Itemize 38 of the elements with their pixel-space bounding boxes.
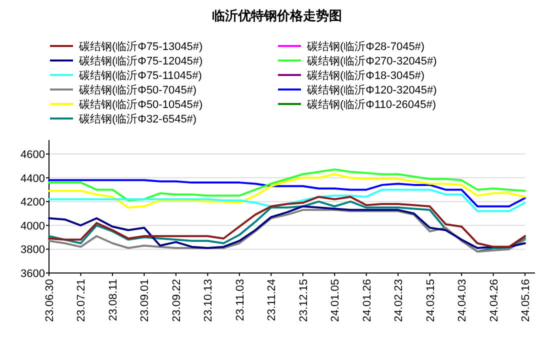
y-tick-label: 4600 (20, 149, 45, 161)
line-series (48, 173, 526, 209)
x-tick-label: 23.08.11 (107, 279, 120, 322)
line-series (48, 179, 526, 208)
x-tick-label: 24.02.23 (393, 279, 406, 322)
x-tick-label: 23.09.01 (139, 279, 152, 322)
legend-label: 碳结钢(临沂Φ110-26045#) (306, 98, 436, 111)
y-tick-label: 3600 (20, 268, 45, 280)
legend-label: 碳结钢(临沂Φ75-11045#) (78, 69, 202, 82)
legend-label: 碳结钢(临沂Φ32-6545#) (78, 112, 197, 126)
x-tick-label: 24.04.26 (488, 279, 500, 322)
x-tick-label: 23.11.24 (266, 279, 278, 322)
legend-label: 碳结钢(临沂Φ18-3045#) (306, 69, 425, 82)
chart-title: 临沂优特钢价格走势图 (212, 8, 342, 23)
line-series (48, 188, 526, 212)
legend-label: 碳结钢(临沂Φ28-7045#) (306, 40, 425, 53)
x-tick-label: 24.05.16 (520, 279, 532, 322)
legend-label: 碳结钢(临沂Φ120-32045#) (306, 84, 437, 96)
x-tick-label: 23.09.22 (170, 279, 183, 322)
x-tick-label: 23.10.13 (202, 279, 215, 322)
y-tick-label: 3800 (20, 244, 45, 256)
legend-label: 碳结钢(临沂Φ50-10545#) (78, 98, 203, 111)
line-series (48, 168, 526, 202)
x-tick-label: 23.06.30 (44, 279, 56, 322)
x-tick-label: 23.07.21 (76, 279, 88, 322)
legend-label: 碳结钢(临沂Φ50-7045#) (78, 84, 197, 96)
y-tick-label: 4400 (20, 172, 45, 185)
x-tick-label: 24.01.05 (330, 279, 342, 322)
x-tick-label: 24.04.03 (456, 279, 469, 322)
x-tick-label: 24.01.26 (361, 279, 374, 322)
legend-label: 碳结钢(临沂Φ75-13045#) (78, 40, 203, 53)
x-tick-label: 23.11.03 (234, 279, 246, 322)
y-tick-label: 4200 (20, 196, 45, 209)
x-tick-label: 23.12.15 (298, 279, 310, 322)
legend-label: 碳结钢(临沂Φ270-32045#) (306, 54, 437, 68)
x-tick-label: 24.03.15 (424, 279, 437, 322)
y-tick-label: 4000 (20, 220, 45, 232)
legend-label: 碳结钢(临沂Φ75-12045#) (78, 54, 203, 68)
